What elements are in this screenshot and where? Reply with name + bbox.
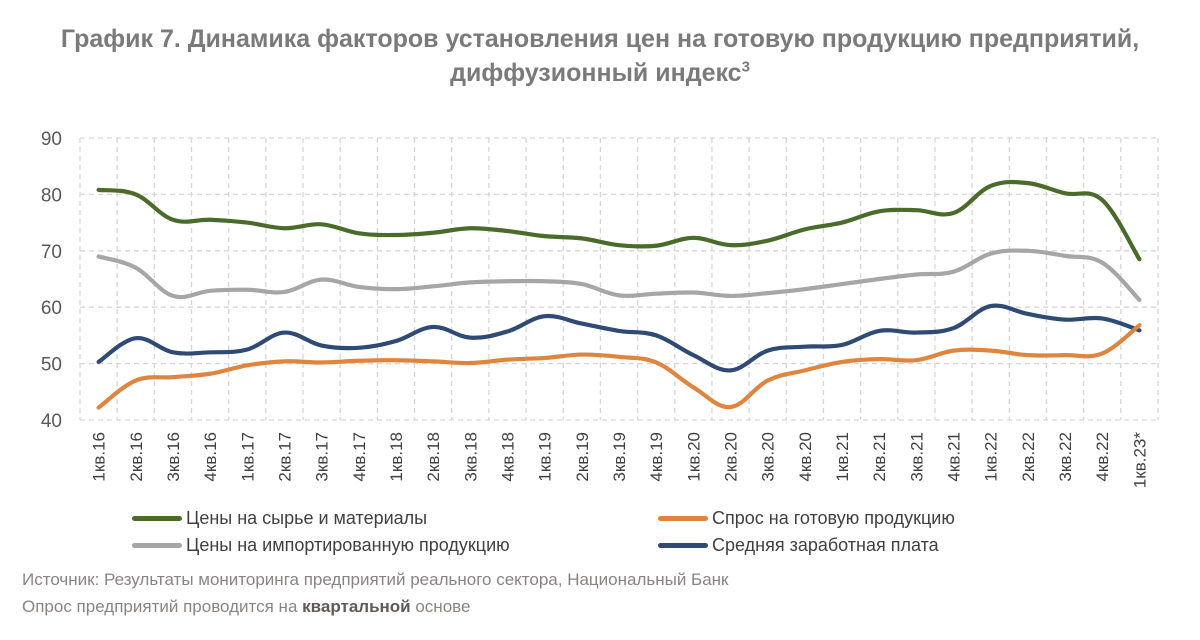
survey-note-suffix: основе (410, 597, 471, 616)
x-tick-label: 2кв.22 (1019, 432, 1038, 482)
chart-title-line1: График 7. Динамика факторов установления… (60, 25, 1140, 53)
legend-swatch-raw-materials (132, 515, 182, 521)
x-tick-label: 2кв.19 (573, 432, 592, 482)
series-line-imports (96, 248, 1142, 302)
x-tick-label: 4кв.16 (201, 432, 220, 482)
x-tick-label: 1кв.16 (90, 432, 109, 482)
chart-title-line2: диффузионный индекс3 (0, 56, 1200, 90)
chart-title: График 7. Динамика факторов установления… (0, 22, 1200, 90)
survey-note-prefix: Опрос предприятий проводится на (22, 597, 303, 616)
x-tick-label: 3кв.16 (164, 432, 183, 482)
series-line-demand (96, 323, 1142, 410)
x-tick-label: 3кв.22 (1056, 432, 1075, 482)
y-tick-label: 50 (41, 355, 62, 376)
survey-note-bold: квартальной (302, 597, 411, 616)
x-tick-label: 1кв.20 (684, 432, 703, 482)
x-tick-label: 2кв.21 (870, 432, 889, 482)
legend-label-raw-materials: Цены на сырье и материалы (186, 507, 428, 528)
x-tick-label: 1кв.17 (238, 432, 257, 482)
x-tick-label: 1кв.18 (387, 432, 406, 482)
x-tick-label: 3кв.17 (313, 432, 332, 482)
source-text: Источник: Результаты мониторинга предпри… (22, 570, 729, 589)
x-tick-label: 4кв.18 (498, 432, 517, 482)
legend-swatch-wages (658, 542, 708, 548)
grid (79, 137, 1159, 421)
x-tick-label: 2кв.18 (424, 432, 443, 482)
y-tick-label: 80 (41, 185, 62, 206)
x-tick-label: 3кв.19 (610, 432, 629, 482)
legend-item-raw-materials: Цены на сырье и материалы (132, 507, 427, 529)
x-tick-label: 4кв.19 (647, 432, 666, 482)
footnote-marker: 3 (741, 58, 750, 76)
x-tick-label: 4кв.21 (945, 432, 964, 482)
x-tick-label: 2кв.17 (275, 432, 294, 482)
legend-item-demand: Спрос на готовую продукцию (658, 507, 955, 529)
x-tick-label: 2кв.20 (722, 432, 741, 482)
legend-label-demand: Спрос на готовую продукцию (712, 507, 955, 528)
legend-label-wages: Средняя заработная плата (712, 534, 939, 555)
legend-swatch-imports (132, 542, 182, 548)
series-line-wages (96, 303, 1142, 373)
x-tick-label: 3кв.21 (907, 432, 926, 482)
survey-note: Опрос предприятий проводится на кварталь… (22, 597, 470, 617)
x-axis-ticks: 1кв.16 2кв.16 3кв.16 4кв.16 1кв.17 2кв.17 3кв.… (90, 432, 1150, 489)
x-tick-label: 2кв.16 (127, 432, 146, 482)
legend-item-wages: Средняя заработная плата (658, 534, 939, 556)
source-note: Источник: Результаты мониторинга предпри… (22, 570, 729, 590)
y-axis-ticks: 40 50 60 70 80 90 (41, 129, 62, 432)
x-tick-label: 1кв.22 (982, 432, 1001, 482)
y-tick-label: 70 (41, 242, 62, 263)
series-lines (96, 179, 1142, 410)
legend-label-imports: Цены на импортированную продукцию (186, 534, 510, 555)
legend-item-imports: Цены на импортированную продукцию (132, 534, 510, 556)
y-tick-label: 60 (41, 298, 62, 319)
legend-swatch-demand (658, 515, 708, 521)
x-tick-label: 1кв.21 (833, 432, 852, 482)
x-tick-label: 1кв.19 (536, 432, 555, 482)
chart-title-line2-text: диффузионный индекс (450, 59, 742, 87)
y-tick-label: 90 (41, 129, 62, 150)
y-tick-label: 40 (41, 411, 62, 432)
x-tick-label: 4кв.22 (1093, 432, 1112, 482)
x-tick-label: 4кв.20 (796, 432, 815, 482)
x-tick-label: 3кв.18 (461, 432, 480, 482)
x-tick-label: 1кв.23* (1130, 432, 1149, 489)
x-tick-label: 3кв.20 (759, 432, 778, 482)
x-tick-label: 4кв.17 (350, 432, 369, 482)
series-line-raw-materials (96, 179, 1142, 262)
